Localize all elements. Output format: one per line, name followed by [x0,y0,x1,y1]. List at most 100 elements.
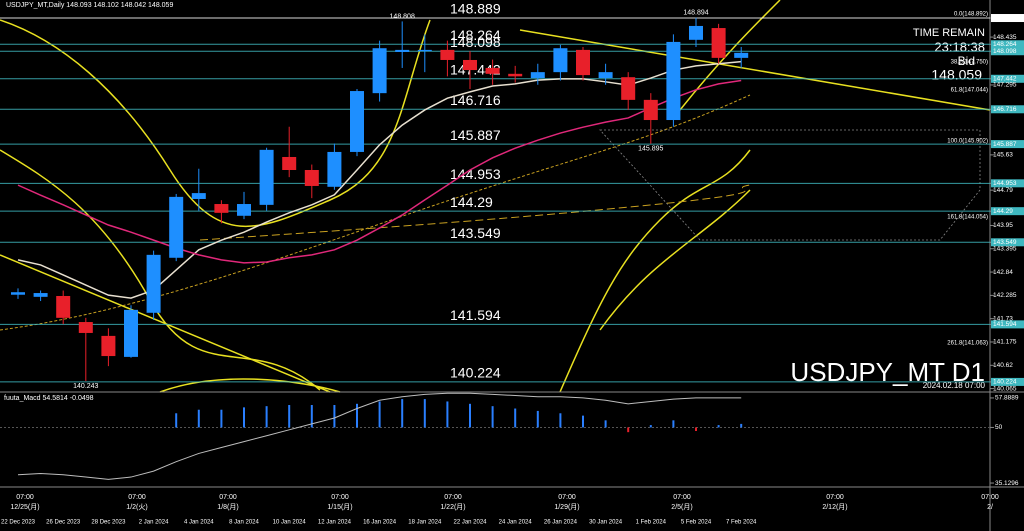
y-tick-highlight [991,207,1024,216]
x-tick-label: 10 Jan 2024 [273,520,307,526]
y-tick-label: 141.175 [993,339,1017,346]
x-tick-label: 22 Jan 2024 [453,520,487,526]
band-line [159,378,341,393]
date-label: 1/15(月) [327,503,352,511]
y-tick-label: 140.065 [993,385,1017,392]
price-level-label: 144.953 [450,166,501,182]
candle-body [395,49,410,52]
candle-body [734,52,749,58]
macd-bar [333,405,336,428]
price-level-label: 146.716 [450,92,501,108]
macd-bar [288,405,291,428]
y-tick-highlight [991,320,1024,329]
candle-body [33,293,48,297]
band-line [0,19,431,228]
x-tick-label: 26 Dec 2023 [46,520,81,526]
fibo-label: 100.0(145.902) [947,139,988,145]
y-tick-label: 146.716 [993,106,1017,113]
moving-average [17,60,742,299]
y-tick-label: 144.79 [993,187,1013,194]
macd-bar [559,413,562,428]
time-label: 07:00 [981,494,999,501]
y-tick-highlight [991,238,1024,247]
candle-body [485,67,500,74]
y-tick-label: 147.442 [993,76,1017,83]
candle-body [259,149,274,205]
candle-body [169,196,184,258]
y-tick-label: 141.73 [993,315,1013,322]
time-label: 07:00 [128,494,146,501]
macd-title: fuuta_Macd 54.5814 -0.0498 [4,395,94,402]
extreme-label: 148.894 [683,10,708,17]
y-tick-label: 148.889 [993,15,1017,22]
time-label: 07:00 [16,494,34,501]
y-tick-label: 35.1296 [995,480,1019,487]
price-level-label: 140.224 [450,365,501,381]
macd-bar [717,425,720,428]
x-tick-label: 22 Dec 2023 [1,520,36,526]
macd-bar [197,409,200,428]
extreme-label: 145.895 [638,146,663,153]
macd-bar [220,409,223,428]
macd-bar [695,427,697,431]
y-tick-label: 147.295 [993,82,1017,89]
x-tick-label: 16 Jan 2024 [363,520,397,526]
y-tick-label: 140.62 [993,362,1013,369]
date-label: 1/29(月) [554,503,579,511]
candle-body [553,48,568,73]
candle-body [124,309,138,357]
band-line [599,189,751,331]
y-tick-label: 57.8889 [995,395,1019,402]
fibo-label: 161.8(144.054) [947,215,988,221]
fibo-label: 61.8(147.044) [951,88,988,94]
y-tick-label: 143.395 [993,245,1017,252]
x-tick-label: 24 Jan 2024 [499,520,533,526]
x-tick-label: 26 Jan 2024 [544,520,578,526]
candle-body [598,72,613,79]
bid-label: Bid [958,54,975,68]
y-tick-label: 140.224 [993,379,1017,386]
candle-body [666,41,681,121]
macd-bar [491,406,494,428]
date-label: 12/25(月) [10,503,39,511]
x-tick-label: 12 Jan 2024 [318,520,352,526]
date-label: 2/5(月) [671,503,692,511]
candle-body [417,49,432,52]
candle-body [146,254,161,313]
time-label: 07:00 [558,494,576,501]
candle-body [11,292,25,295]
price-level-label: 143.549 [450,225,501,241]
candle-body [711,28,726,58]
macd-bar [175,413,178,428]
y-tick-label: 50 [995,424,1003,431]
candle-body [101,335,116,357]
y-tick-highlight [991,179,1024,188]
macd-bar [469,403,471,428]
time-remain-label: TIME REMAIN [913,27,985,39]
macd-bar [604,420,607,428]
y-tick-highlight [991,105,1024,114]
macd-bar [401,399,404,428]
band-line [679,0,781,111]
candle-body [327,151,342,187]
macd-bar [378,401,381,428]
price-level-label: 145.887 [450,127,501,143]
x-tick-label: 5 Feb 2024 [681,520,712,526]
date-label: 1/8(月) [217,503,238,511]
price-level-label: 144.29 [450,194,493,210]
candle-body [508,73,523,77]
y-tick-highlight [991,74,1024,83]
macd-bar [423,399,426,428]
macd-bar [514,408,517,428]
y-tick-label: 143.549 [993,239,1017,246]
macd-bar [243,407,245,428]
time-remain: 23:18:38 [934,39,985,54]
x-tick-label: 7 Feb 2024 [726,520,757,526]
x-tick-label: 4 Jan 2024 [184,520,214,526]
price-level-label: 148.098 [450,34,501,50]
price-level-label: 148.889 [450,1,501,17]
timestamp: 2024.02.18 07:00 [923,381,986,390]
time-label: 07:00 [673,494,691,501]
